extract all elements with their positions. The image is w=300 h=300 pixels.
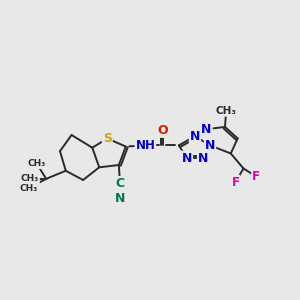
Text: N: N: [198, 152, 208, 165]
Text: CH₃: CH₃: [216, 106, 237, 116]
Text: N: N: [190, 130, 200, 143]
Text: N: N: [115, 192, 125, 205]
Text: F: F: [252, 170, 260, 183]
Text: F: F: [231, 176, 239, 189]
Text: NH: NH: [135, 139, 155, 152]
Text: O: O: [158, 124, 168, 137]
Text: N: N: [205, 139, 215, 152]
Text: CH₃: CH₃: [20, 184, 38, 193]
Text: N: N: [201, 123, 212, 136]
Text: C: C: [116, 177, 124, 190]
Text: CH₃: CH₃: [28, 159, 46, 168]
Text: CH₃: CH₃: [21, 174, 39, 183]
Text: N: N: [182, 152, 192, 165]
Text: S: S: [103, 132, 112, 145]
